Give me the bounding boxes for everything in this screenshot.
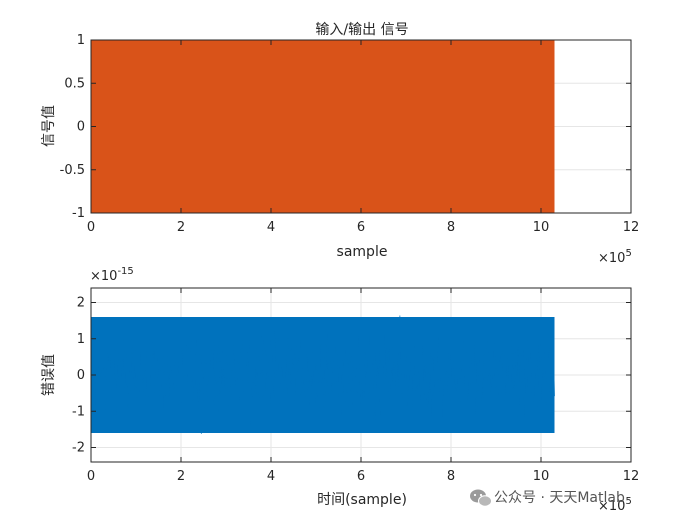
x-tick-label: 0 [87,469,95,484]
x-tick-label: 10 [533,469,550,484]
y-tick-label: -2 [72,441,85,456]
top-chart-title: 输入/输出 信号 [315,22,408,38]
y-tick-label: -1 [72,206,85,221]
y-tick-label: -1 [72,404,85,419]
x-tick-label: 4 [267,220,275,235]
y-tick-label: 0 [77,120,85,135]
watermark-text: 公众号 · 天天Matlab [494,490,625,506]
y-tick-label: 0 [77,368,85,383]
top-x-exponent: ×105 [598,248,632,266]
top-ticks: 0 2 4 6 8 10 12 -1 -0.5 0 0.5 1 [60,33,640,235]
watermark: 公众号 · 天天Matlab [470,489,625,507]
top-subplot: 输入/输出 信号 0 2 4 6 8 10 12 -1 -0.5 0 0.5 1 sample 信号值… [41,22,639,266]
top-signal-series [91,40,555,213]
x-tick-label: 8 [447,469,455,484]
bottom-x-exponent: ×105 [598,496,632,514]
x-tick-label: 8 [447,220,455,235]
error-trace [90,315,555,434]
bottom-y-exponent: ×10-15 [90,266,134,284]
x-tick-label: 12 [623,220,640,235]
wechat-icon [470,489,492,507]
y-tick-label: 1 [77,33,85,48]
x-tick-label: 2 [177,220,185,235]
y-tick-label: 2 [77,296,85,311]
bottom-y-axis-label: 错误值 [41,354,57,396]
x-tick-label: 2 [177,469,185,484]
top-y-axis-label: 信号值 [41,105,57,147]
y-tick-label: 0.5 [64,76,85,91]
bottom-x-axis-label: 时间(sample) [317,492,407,508]
x-tick-label: 12 [623,469,640,484]
y-tick-label: 1 [77,332,85,347]
x-tick-label: 10 [533,220,550,235]
x-tick-label: 4 [267,469,275,484]
top-x-axis-label: sample [337,244,388,260]
y-tick-label: -0.5 [60,163,85,178]
x-tick-label: 6 [357,220,365,235]
signal-band [91,40,555,213]
bottom-error-series [90,315,555,434]
x-tick-label: 6 [357,469,365,484]
x-tick-label: 0 [87,220,95,235]
